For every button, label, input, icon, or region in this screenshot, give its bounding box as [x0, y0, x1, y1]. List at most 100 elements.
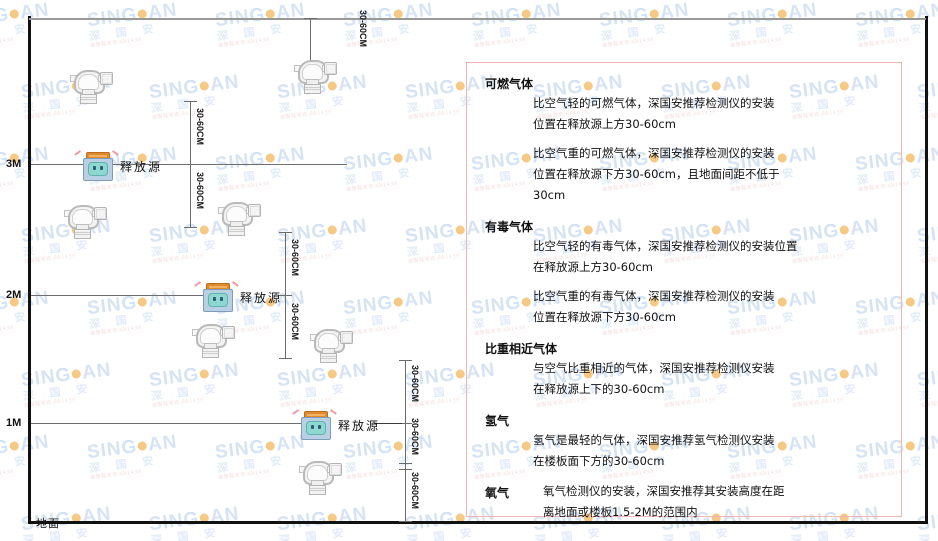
watermark-sub: 报警器咨询:661434 — [279, 108, 333, 122]
level-line-1m — [31, 423, 307, 424]
panel-section-paragraph: 与空气比重相近的气体，深国安推荐检测仪安装 在释放源上下的30-60cm — [533, 361, 775, 396]
watermark-dot-icon — [327, 368, 338, 379]
watermark-dot-icon — [393, 152, 404, 163]
watermark-cn: 深 国 安 — [278, 381, 351, 404]
watermark-cn: 深 国 安 — [918, 88, 938, 116]
watermark-cn: 深 国 安 — [918, 232, 938, 260]
watermark-dot-icon — [137, 296, 148, 307]
dim-tick — [399, 521, 412, 522]
panel-section-heading: 氧气 — [485, 486, 510, 500]
release-source-label-3m: 释放源 — [120, 160, 163, 174]
watermark-sub: 报警器咨询:661434 — [919, 396, 938, 410]
gas-detector-icon — [68, 68, 113, 104]
ground-label: 地面 — [36, 517, 60, 530]
watermark-cn: 深 国 安 — [0, 309, 33, 332]
watermark-sub: 报警器咨询:661434 — [408, 533, 526, 541]
release-source-icon-1m — [298, 409, 332, 440]
watermark-sub: 报警器咨询:661434 — [23, 396, 77, 410]
watermark-sub: 报警器咨询:661434 — [89, 468, 143, 482]
watermark-sub: 报警器咨询:661434 — [473, 36, 527, 50]
watermark-dot-icon — [265, 440, 276, 451]
watermark-sub: 报警器咨询:661434 — [664, 533, 782, 541]
panel-section-heading: 比重相近气体 — [485, 342, 558, 356]
release-source-label-1m: 释放源 — [338, 419, 381, 433]
watermark-cn: 深 国 安 — [0, 453, 33, 476]
gas-detector-icon — [292, 58, 337, 94]
watermark-cn: 深 国 安 — [344, 453, 417, 476]
dim-tick — [399, 360, 412, 361]
watermark-cn: 深 国 安 — [22, 381, 95, 404]
watermark-dot-icon — [265, 152, 276, 163]
level-label-2m: 2M — [6, 289, 22, 301]
watermark-dot-icon — [199, 80, 210, 91]
dimension-label-lower-1: 30-60CM — [410, 365, 420, 403]
level-line-2m — [31, 295, 209, 296]
watermark-sub: 报警器咨询:661434 — [919, 108, 938, 122]
level-label-1m: 1M — [6, 417, 22, 429]
watermark-dot-icon — [393, 440, 404, 451]
watermark-sub: 报警器咨询:661434 — [345, 324, 399, 338]
gas-detector-icon — [190, 322, 235, 358]
gas-detector-icon — [62, 203, 107, 239]
dim-tick — [279, 232, 292, 233]
watermark-dot-icon — [71, 368, 82, 379]
dim-tick — [279, 358, 292, 359]
release-source-icon-3m — [80, 150, 114, 181]
dimension-label-top: 30-60CM — [358, 10, 368, 48]
dimension-line-lower — [405, 360, 406, 521]
watermark-sub: 报警器咨询:661434 — [919, 252, 938, 266]
wall-left-line — [28, 16, 31, 524]
wall-right-line — [925, 16, 928, 524]
watermark-sub: 报警器咨询:661434 — [152, 533, 270, 541]
watermark-dot-icon — [455, 80, 466, 91]
dimension-label-lower-3: 30-60CM — [410, 472, 420, 510]
watermark-sub: 报警器咨询:661434 — [0, 324, 15, 338]
watermark-sub: 报警器咨询:661434 — [729, 36, 783, 50]
dim-tick — [304, 18, 317, 19]
watermark-sub: 报警器咨询:661434 — [151, 108, 205, 122]
watermark-dot-icon — [393, 296, 404, 307]
watermark-sub: 报警器咨询:661434 — [151, 252, 205, 266]
panel-section-heading: 有毒气体 — [485, 220, 534, 234]
release-source-icon-2m — [200, 281, 234, 312]
dimension-label-lower-2: 30-60CM — [410, 418, 420, 456]
ceiling-slab-line — [29, 18, 926, 20]
dim-tick — [399, 423, 412, 424]
watermark-sub: 报警器咨询:661434 — [536, 533, 654, 541]
dim-tick — [184, 101, 197, 102]
gas-detector-icon — [308, 327, 353, 363]
watermark-sub: 报警器咨询:661434 — [217, 180, 271, 194]
watermark-dot-icon — [455, 368, 466, 379]
watermark-dot-icon — [905, 152, 916, 163]
watermark-dot-icon — [327, 224, 338, 235]
watermark-cn: 深 国 安 — [344, 165, 417, 188]
watermark-cn: 深 国 安 — [150, 93, 223, 116]
watermark-sub: 报警器咨询:661434 — [279, 396, 333, 410]
watermark-sub: 报警器咨询:661434 — [601, 36, 655, 50]
watermark-dot-icon — [455, 224, 466, 235]
watermark-cn: 深 国 安 — [344, 309, 417, 332]
panel-section-paragraph: 比空气重的有毒气体，深国安推荐检测仪的安装 位置在释放源下方30-60cm — [533, 289, 775, 324]
panel-section-paragraph: 氢气是最轻的气体，深国安推荐氢气检测仪安装 在楼板面下方的30-60cm — [533, 433, 775, 468]
watermark-sub: 报警器咨询:661434 — [23, 252, 77, 266]
